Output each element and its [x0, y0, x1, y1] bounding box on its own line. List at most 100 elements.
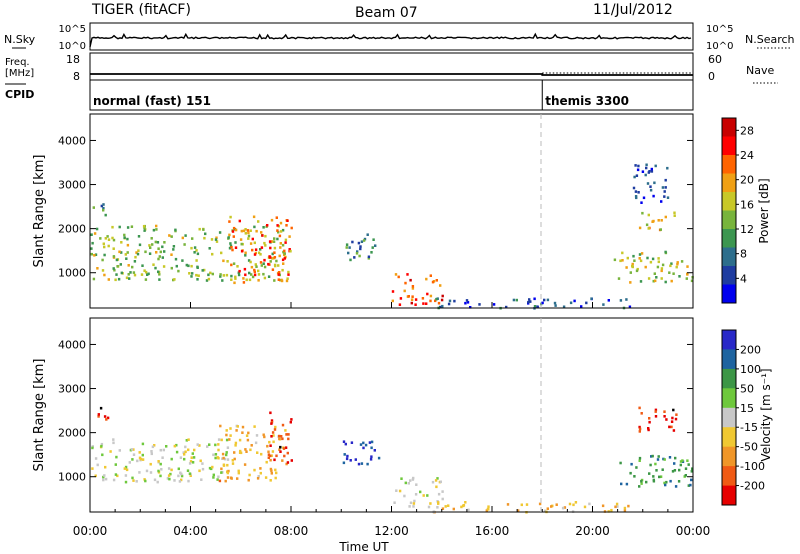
heatmap-cell: [244, 228, 247, 231]
heatmap-cell: [219, 273, 222, 276]
heatmap-cell: [217, 475, 220, 479]
heatmap-cell: [657, 260, 660, 264]
heatmap-cell: [214, 238, 218, 241]
heatmap-cell: [141, 453, 144, 457]
heatmap-cell: [629, 271, 632, 274]
colorbar-swatch: [722, 368, 736, 389]
heatmap-cell: [436, 297, 439, 300]
heatmap-cell: [277, 273, 280, 276]
heatmap-cell: [638, 253, 642, 256]
heatmap-cell: [236, 425, 239, 428]
heatmap-cell: [229, 476, 233, 480]
x-tick-label: 08:00: [274, 524, 309, 538]
heatmap-cell: [168, 477, 171, 481]
freq-unit: [MHz]: [5, 68, 34, 79]
heatmap-cell: [580, 305, 583, 308]
heatmap-cell: [654, 408, 658, 412]
heatmap-cell: [93, 232, 97, 235]
heatmap-cell: [159, 448, 162, 452]
heatmap-cell: [441, 304, 444, 308]
heatmap-cell: [94, 457, 98, 460]
heatmap-cell: [429, 502, 432, 505]
heatmap-cell: [220, 438, 223, 442]
heatmap-cell: [230, 246, 233, 249]
heatmap-cell: [249, 260, 252, 264]
heatmap-cell: [668, 456, 672, 459]
heatmap-cell: [287, 273, 290, 276]
heatmap-cell: [227, 236, 230, 239]
heatmap-cell: [687, 484, 690, 487]
heatmap-cell: [275, 454, 278, 458]
heatmap-cell: [130, 448, 134, 451]
heatmap-cell: [664, 215, 667, 219]
heatmap-cell: [538, 502, 542, 506]
heatmap-cell: [478, 303, 481, 306]
heatmap-cell: [641, 170, 645, 173]
heatmap-cell: [652, 194, 655, 198]
heatmap-cell: [404, 281, 407, 285]
heatmap-cell: [573, 299, 576, 303]
heatmap-cell: [283, 252, 286, 255]
heatmap-cell: [367, 257, 370, 260]
heatmap-cell: [150, 450, 153, 453]
cpid-strip: CPID normal (fast) 151 themis 3300: [5, 79, 694, 111]
heatmap-cell: [278, 437, 281, 441]
heatmap-cell: [255, 265, 258, 268]
heatmap-cell: [102, 242, 105, 246]
heatmap-cell: [632, 186, 636, 190]
heatmap-cell: [239, 451, 243, 455]
heatmap-cell: [99, 406, 103, 410]
heatmap-cell: [161, 245, 164, 249]
heatmap-cell: [177, 269, 180, 273]
heatmap-cell: [251, 237, 254, 241]
heatmap-cell: [640, 252, 644, 255]
heatmap-cell: [234, 441, 238, 445]
heatmap-cell: [429, 274, 432, 277]
heatmap-cell: [173, 444, 176, 448]
date-label: 11/Jul/2012: [593, 2, 673, 18]
nsearch-tick-bottom: 10^0: [706, 41, 733, 52]
heatmap-cell: [105, 418, 108, 421]
heatmap-cell: [640, 201, 643, 204]
heatmap-cell: [206, 445, 209, 448]
heatmap-cell: [233, 451, 236, 454]
heatmap-cell: [679, 463, 682, 467]
heatmap-cell: [368, 441, 372, 444]
heatmap-cell: [663, 415, 666, 418]
heatmap-cell: [287, 270, 290, 274]
heatmap-cell: [266, 224, 269, 227]
heatmap-cell: [263, 241, 266, 245]
heatmap-cell: [255, 229, 258, 233]
heatmap-cell: [270, 240, 274, 243]
heatmap-cell: [422, 494, 425, 497]
heatmap-cell: [647, 213, 650, 217]
heatmap-cell: [231, 459, 234, 462]
heatmap-cell: [266, 444, 269, 448]
heatmap-cell: [149, 462, 152, 466]
heatmap-cell: [419, 490, 422, 494]
heatmap-cell: [184, 445, 187, 449]
heatmap-cell: [641, 211, 644, 215]
heatmap-cell: [131, 458, 134, 461]
colorbar-swatch: [722, 118, 736, 137]
heatmap-cell: [525, 503, 529, 506]
heatmap-cell: [269, 260, 272, 263]
heatmap-cell: [200, 478, 203, 481]
heatmap-cell: [528, 298, 531, 301]
heatmap-cell: [359, 247, 362, 251]
heatmap-cell: [650, 167, 653, 171]
heatmap-cell: [527, 300, 530, 304]
heatmap-cell: [661, 263, 665, 267]
heatmap-cell: [111, 236, 114, 240]
heatmap-cell: [505, 305, 508, 309]
heatmap-cell: [286, 451, 289, 455]
heatmap-cell: [129, 271, 132, 274]
nsky-tick-top: 10^5: [59, 24, 86, 35]
heatmap-cell: [211, 272, 214, 276]
heatmap-cell: [250, 444, 253, 447]
heatmap-cell: [657, 455, 660, 458]
heatmap-cell: [257, 279, 260, 282]
heatmap-cell: [649, 463, 652, 467]
heatmap-cell: [231, 230, 235, 233]
heatmap-cell: [151, 243, 154, 246]
